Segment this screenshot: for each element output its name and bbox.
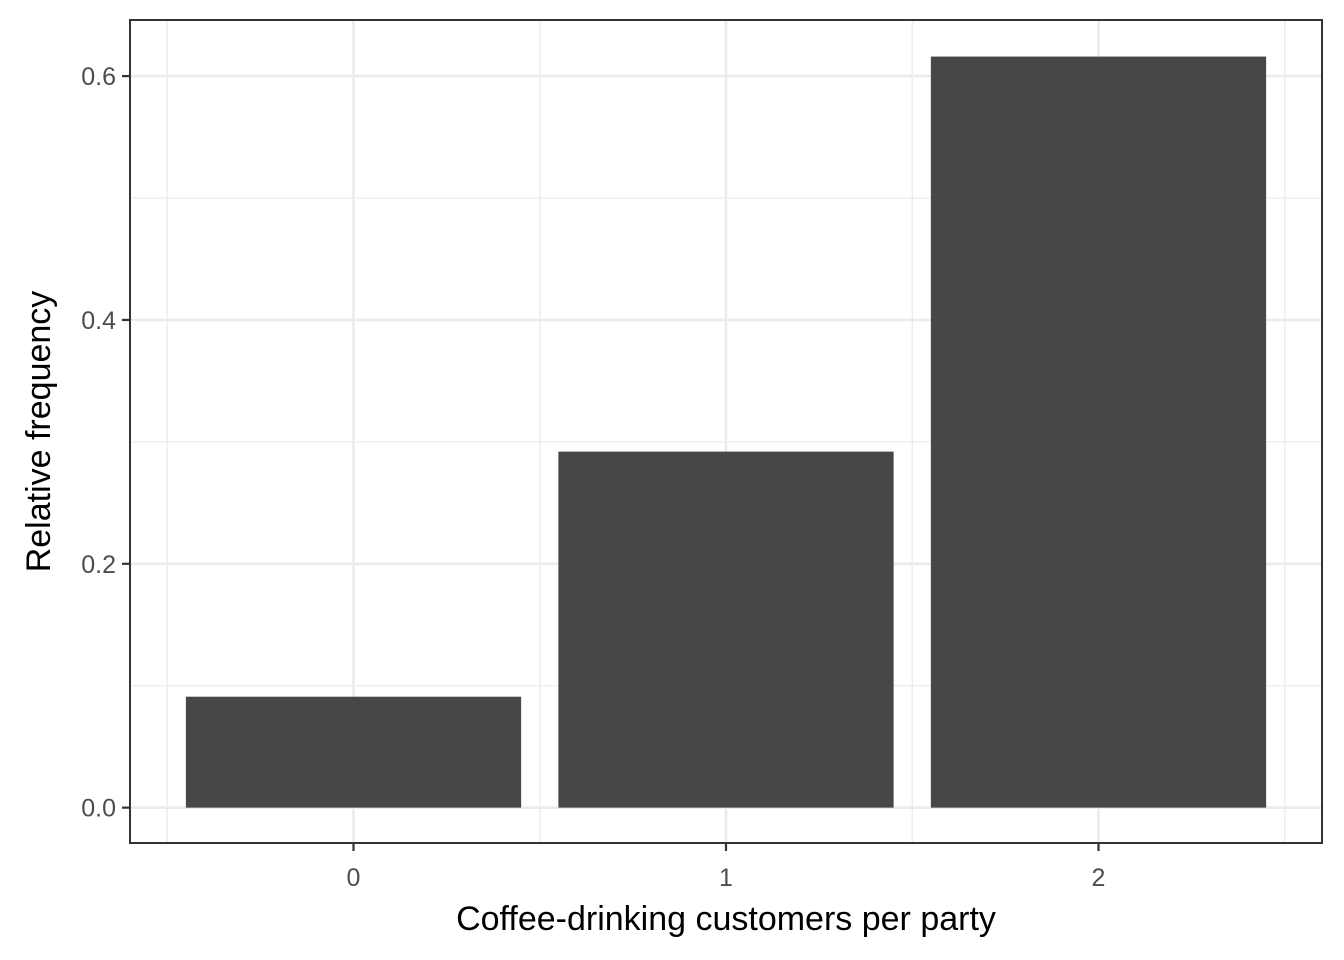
y-axis-title: Relative frequency bbox=[20, 291, 58, 573]
bars bbox=[185, 56, 1267, 808]
x-tick-label: 1 bbox=[719, 864, 733, 892]
x-tick-label: 0 bbox=[347, 864, 361, 892]
x-axis: 0 1 2 bbox=[347, 843, 1106, 892]
bar-2 bbox=[930, 56, 1267, 808]
y-axis: 0.0 0.2 0.4 0.6 bbox=[81, 63, 130, 823]
y-tick-label: 0.0 bbox=[81, 795, 116, 823]
bar-1 bbox=[558, 451, 894, 808]
x-axis-title: Coffee-drinking customers per party bbox=[456, 900, 996, 938]
y-tick-label: 0.6 bbox=[81, 63, 116, 91]
y-tick-label: 0.4 bbox=[81, 307, 116, 335]
bar-0 bbox=[185, 696, 522, 808]
y-tick-label: 0.2 bbox=[81, 551, 116, 579]
x-tick-label: 2 bbox=[1092, 864, 1106, 892]
